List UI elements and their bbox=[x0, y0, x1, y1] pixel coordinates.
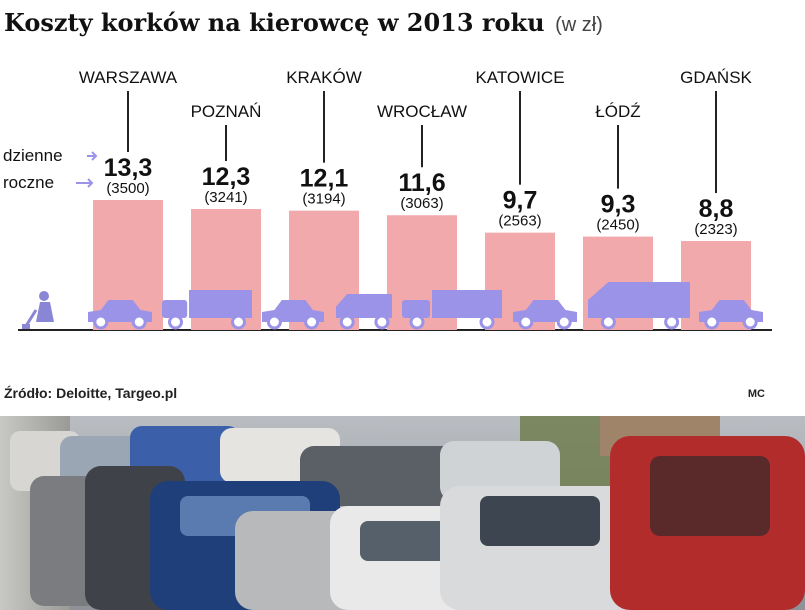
van-icon bbox=[588, 282, 690, 330]
car-icon bbox=[513, 300, 577, 330]
annual-label: (2563) bbox=[498, 213, 541, 230]
daily-label: 11,6 bbox=[398, 169, 445, 197]
annual-label: (2450) bbox=[596, 217, 639, 234]
city-label: GDAŃSK bbox=[680, 68, 752, 87]
source-note: Źródło: Deloitte, Targeo.pl bbox=[4, 385, 178, 401]
chart-title: Koszty korków na kierowcę w 2013 roku bbox=[4, 8, 545, 37]
parked-cars-photo bbox=[0, 416, 805, 610]
chart-unit: (w zł) bbox=[555, 14, 603, 36]
van-icon bbox=[336, 294, 392, 330]
legend-arrow bbox=[87, 151, 98, 161]
annual-label: (3241) bbox=[204, 189, 247, 206]
car-row-front bbox=[30, 436, 805, 610]
city-label: WARSZAWA bbox=[79, 68, 178, 87]
annual-label: (3194) bbox=[302, 191, 345, 208]
author-initials: MC bbox=[747, 388, 765, 400]
title-row: Koszty korków na kierowcę w 2013 roku (w… bbox=[4, 8, 603, 44]
city-label: WROCŁAW bbox=[377, 102, 467, 121]
daily-label: 12,1 bbox=[300, 165, 349, 193]
bar-chart: (3500)13,3 WARSZAWA (3241)12,3 POZNAŃ (3194)… bbox=[3, 68, 772, 331]
daily-label: 9,3 bbox=[601, 191, 636, 219]
legend-annual: roczne bbox=[3, 173, 54, 192]
legend-daily: dzienne bbox=[3, 146, 63, 165]
city-label: ŁÓDŹ bbox=[595, 102, 640, 121]
car-icon bbox=[262, 300, 324, 330]
city-label: KRAKÓW bbox=[286, 68, 362, 87]
legend-arrow bbox=[76, 178, 94, 188]
annual-label: (2323) bbox=[694, 221, 737, 238]
daily-label: 9,7 bbox=[503, 187, 538, 215]
daily-label: 12,3 bbox=[202, 163, 251, 191]
city-label: KATOWICE bbox=[475, 68, 564, 87]
annual-label: (3500) bbox=[106, 180, 149, 197]
car-icon bbox=[699, 300, 763, 330]
legend: dzienne roczne bbox=[3, 146, 98, 192]
daily-label: 8,8 bbox=[699, 195, 734, 223]
truck-icon bbox=[402, 290, 502, 330]
daily-label: 13,3 bbox=[104, 154, 153, 182]
annual-label: (3063) bbox=[400, 195, 443, 212]
car-icon bbox=[88, 300, 152, 330]
truck-icon bbox=[162, 290, 252, 330]
city-label: POZNAŃ bbox=[191, 102, 262, 121]
road-worker-icon bbox=[22, 291, 54, 329]
